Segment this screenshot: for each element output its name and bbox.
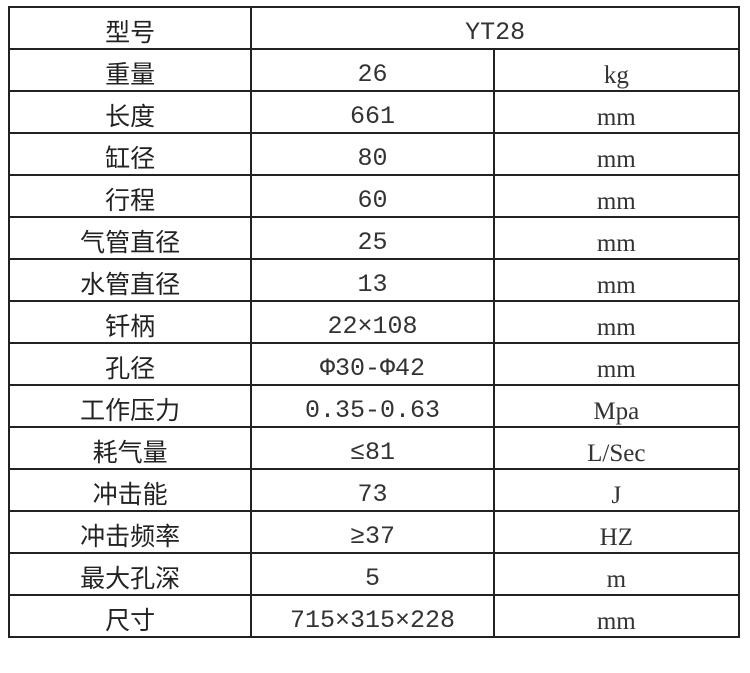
table-row: 长度 661 mm — [7, 90, 741, 134]
spec-value: 661 — [250, 90, 495, 134]
spec-value: 60 — [250, 174, 495, 218]
spec-name: 尺寸 — [7, 594, 253, 638]
spec-name: 冲击能 — [7, 468, 253, 512]
table-row: 行程 60 mm — [7, 174, 741, 218]
spec-name: 气管直径 — [7, 216, 253, 260]
spec-unit: L/Sec — [492, 426, 741, 470]
spec-unit: Mpa — [492, 384, 741, 428]
spec-name: 工作压力 — [7, 384, 253, 428]
table-row: 缸径 80 mm — [7, 132, 741, 176]
table-row: 耗气量 ≤81 L/Sec — [7, 426, 741, 470]
spec-name: 水管直径 — [7, 258, 253, 302]
table-header-row: 型号 YT28 — [7, 6, 740, 50]
spec-value: 25 — [250, 216, 495, 260]
spec-value: Φ30-Φ42 — [250, 342, 495, 386]
table-row: 重量 26 kg — [7, 48, 741, 92]
spec-name: 最大孔深 — [7, 552, 253, 596]
spec-value: 80 — [250, 132, 495, 176]
spec-unit: mm — [492, 174, 741, 218]
spec-value: 22×108 — [250, 300, 495, 344]
table-row: 钎柄 22×108 mm — [7, 300, 741, 344]
table-row: 气管直径 25 mm — [7, 216, 741, 260]
spec-unit: mm — [492, 216, 741, 260]
spec-unit: mm — [492, 132, 741, 176]
spec-name: 孔径 — [7, 342, 253, 386]
spec-name: 长度 — [7, 90, 253, 134]
table-row: 孔径 Φ30-Φ42 mm — [7, 342, 741, 386]
spec-unit: J — [492, 468, 741, 512]
spec-value: 715×315×228 — [250, 594, 495, 638]
spec-value: 73 — [250, 468, 495, 512]
table-row: 最大孔深 5 m — [7, 552, 741, 596]
table-row: 冲击频率 ≥37 HZ — [7, 510, 741, 554]
spec-name: 冲击频率 — [7, 510, 253, 554]
spec-value: ≤81 — [250, 426, 495, 470]
spec-name: 重量 — [7, 48, 253, 92]
spec-name: 钎柄 — [7, 300, 253, 344]
model-label: 型号 — [7, 6, 253, 50]
spec-value: 5 — [250, 552, 495, 596]
spec-unit: mm — [492, 300, 741, 344]
spec-unit: mm — [492, 342, 741, 386]
spec-value: 13 — [250, 258, 495, 302]
spec-unit: mm — [492, 594, 741, 638]
table-row: 尺寸 715×315×228 mm — [7, 594, 741, 638]
table-row: 冲击能 73 J — [7, 468, 741, 512]
spec-value: 26 — [250, 48, 495, 92]
spec-unit: kg — [492, 48, 741, 92]
spec-name: 耗气量 — [7, 426, 253, 470]
model-value: YT28 — [250, 6, 740, 50]
spec-name: 行程 — [7, 174, 253, 218]
spec-name: 缸径 — [7, 132, 253, 176]
spec-table: 型号 YT28 重量 26 kg 长度 661 mm 缸径 80 mm 行程 60 mm 气管直径 25 m… — [7, 6, 741, 638]
table-row: 水管直径 13 mm — [7, 258, 741, 302]
table-row: 工作压力 0.35-0.63 Mpa — [7, 384, 741, 428]
spec-value: 0.35-0.63 — [250, 384, 495, 428]
spec-unit: mm — [492, 258, 741, 302]
spec-unit: m — [492, 552, 741, 596]
spec-value: ≥37 — [250, 510, 495, 554]
spec-unit: HZ — [492, 510, 741, 554]
spec-unit: mm — [492, 90, 741, 134]
